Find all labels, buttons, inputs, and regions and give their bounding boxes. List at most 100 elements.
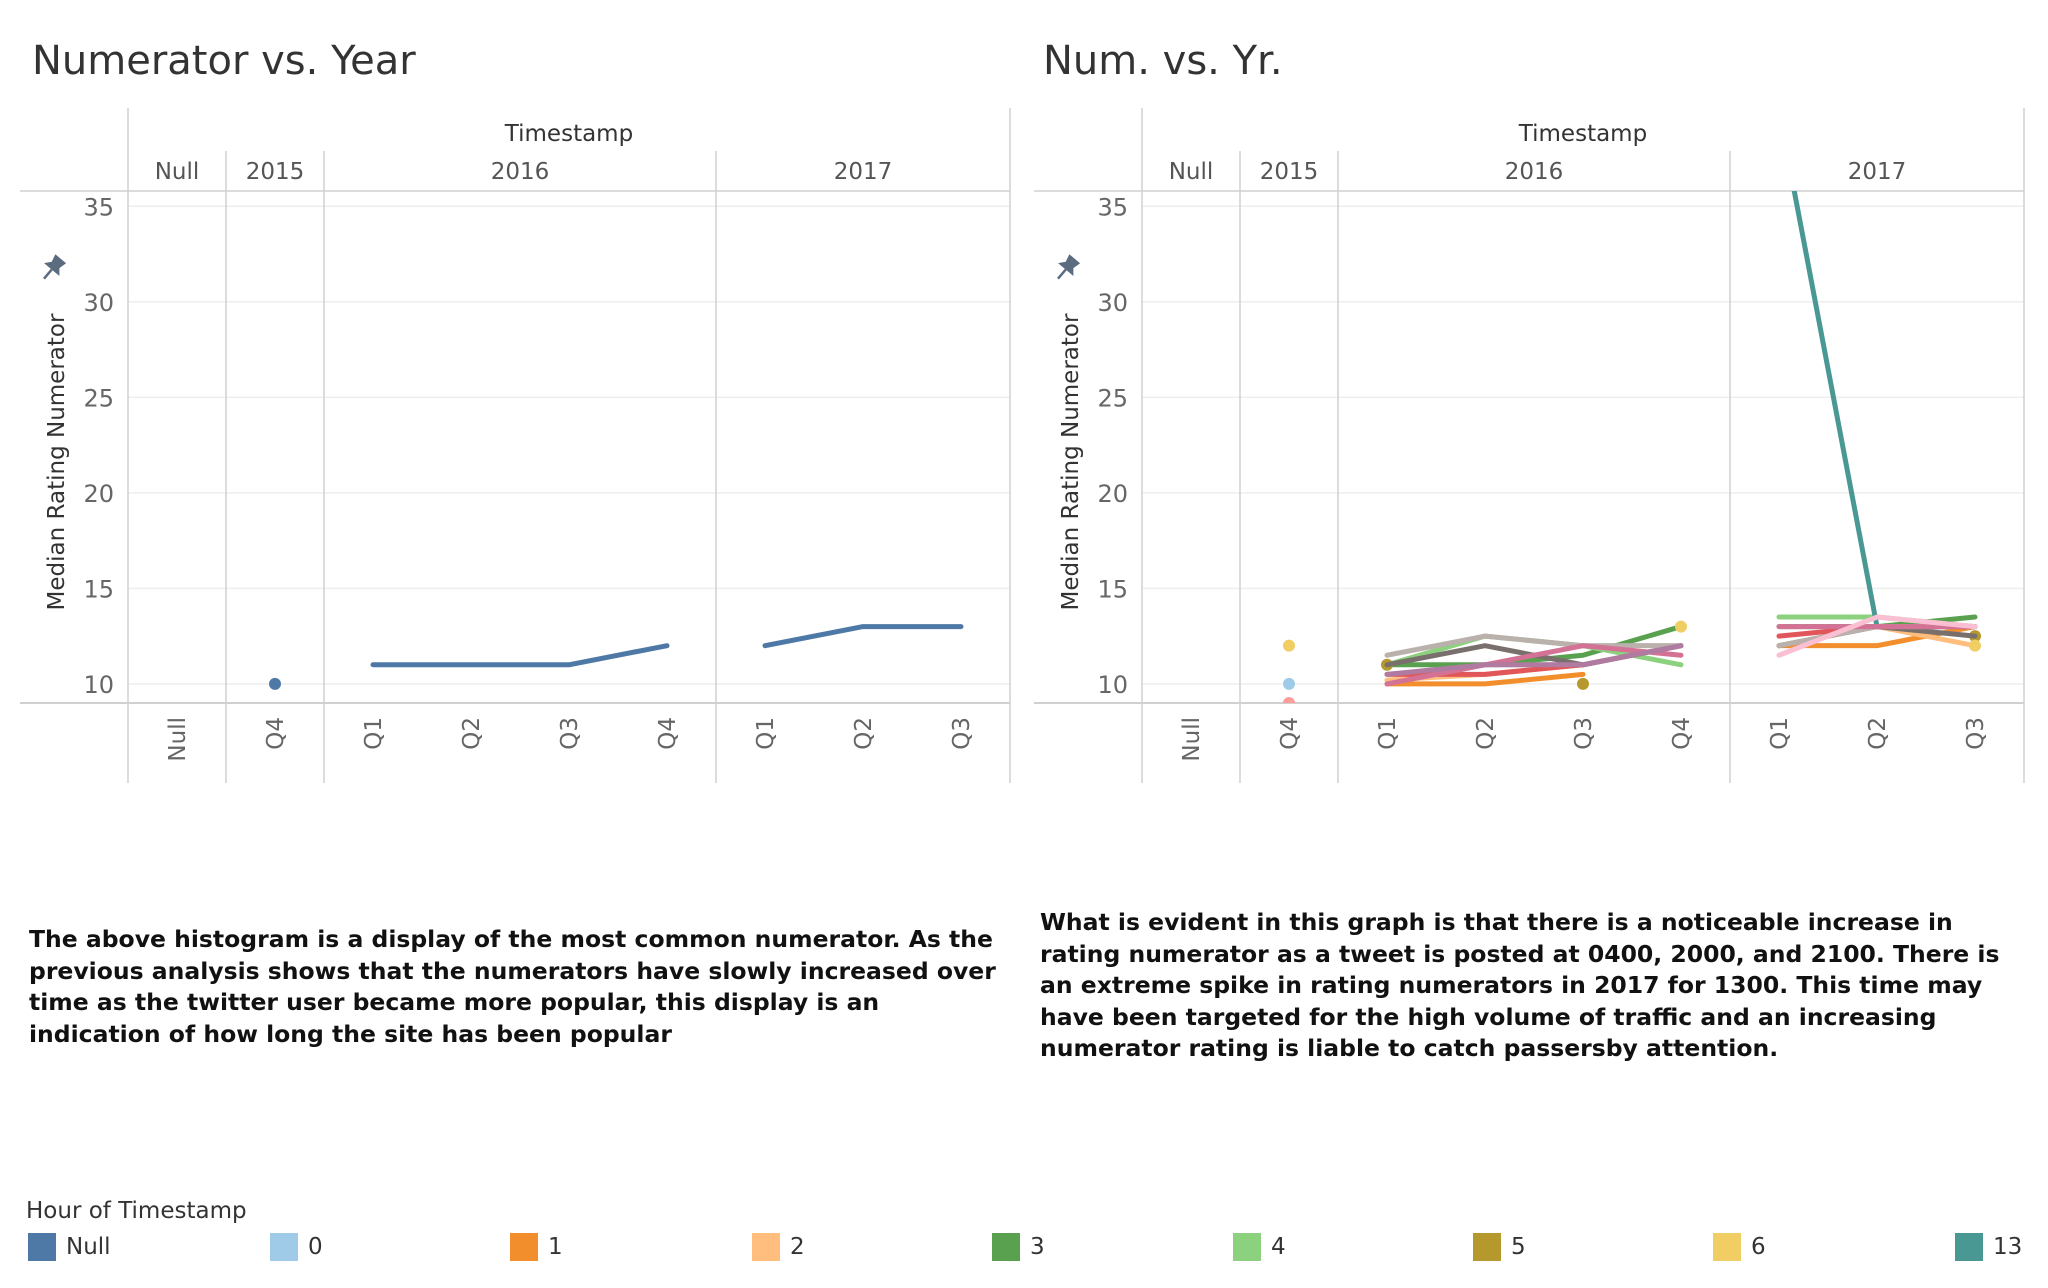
legend-swatch: [510, 1233, 538, 1261]
chart-num-vs-yr[interactable]: Timestamp Null 2015 2016 2017 10 15 20 25 30 35 Med…: [1034, 108, 2034, 798]
legend-item-3[interactable]: 3: [992, 1233, 1045, 1261]
x-tick-label: Q4: [263, 717, 289, 750]
year-header-2017: 2017: [1848, 159, 1907, 185]
y-tick-label: 10: [83, 671, 114, 699]
legend-label: 6: [1751, 1234, 1766, 1260]
chart-numerator-vs-year[interactable]: Timestamp Null 2015 2016 2017 10 15 20 25 30 35 Med…: [20, 108, 1020, 798]
legend-title: Hour of Timestamp: [26, 1198, 247, 1224]
y-tick-label: 30: [1097, 289, 1128, 317]
column-header-timestamp: Timestamp: [504, 121, 633, 147]
legend-label: 1: [548, 1234, 563, 1260]
series-line: [1791, 191, 1978, 630]
pin-icon: [43, 254, 67, 280]
year-header-2015: 2015: [1260, 159, 1319, 185]
legend-swatch: [752, 1233, 780, 1261]
legend-item-null[interactable]: Null: [28, 1233, 111, 1261]
y-tick-label: 30: [83, 289, 114, 317]
series-13: [1791, 191, 1978, 630]
pin-head: [1058, 254, 1081, 276]
series-line: [762, 624, 964, 649]
x-tick-label: Null: [165, 717, 191, 762]
legend-swatch: [1233, 1233, 1261, 1261]
y-tick-label: 25: [83, 384, 114, 412]
x-tick-label: Q3: [1571, 717, 1597, 750]
x-tick-label: Q2: [459, 717, 485, 750]
x-tick-label: Q2: [851, 717, 877, 750]
legend-item-13[interactable]: 13: [1955, 1233, 2022, 1261]
y-tick-label: 15: [1097, 575, 1128, 603]
x-tick-label: Q4: [655, 717, 681, 750]
x-tick-label: Q3: [949, 717, 975, 750]
y-tick-label: 35: [1097, 193, 1128, 221]
y-tick-label: 20: [1097, 480, 1128, 508]
legend-item-6[interactable]: 6: [1713, 1233, 1766, 1261]
series-line: [370, 643, 670, 668]
data-point: [1675, 620, 1687, 633]
legend-label: 5: [1511, 1234, 1526, 1260]
series-line: [1384, 643, 1684, 687]
legend-item-4[interactable]: 4: [1233, 1233, 1286, 1261]
y-tick-label: 15: [83, 575, 114, 603]
legend-label: 13: [1993, 1234, 2023, 1260]
plot-area: [1283, 191, 1981, 703]
year-header-2017: 2017: [834, 159, 893, 185]
x-tick-label: Q1: [753, 717, 779, 750]
y-tick-label: 10: [1097, 671, 1128, 699]
x-tick-label: Q3: [1963, 717, 1989, 750]
legend-item-0[interactable]: 0: [270, 1233, 323, 1261]
pin-needle: [43, 268, 53, 280]
legend-label: Null: [66, 1234, 111, 1260]
legend-item-2[interactable]: 2: [752, 1233, 805, 1261]
series-line: [1384, 633, 1684, 658]
series-line: [1384, 624, 1684, 668]
x-tick-label: Q1: [1375, 717, 1401, 750]
data-point: [1283, 697, 1295, 703]
year-header-Null: Null: [1169, 159, 1214, 185]
x-tick-label: Q3: [557, 717, 583, 750]
x-tick-label: Q4: [1277, 717, 1303, 750]
series-6: [1283, 620, 1981, 652]
series-line: [1384, 643, 1684, 677]
legend-item-1[interactable]: 1: [510, 1233, 563, 1261]
year-header-2015: 2015: [246, 159, 305, 185]
legend-label: 4: [1271, 1234, 1286, 1260]
series-extra-0: [269, 624, 964, 690]
data-point: [1283, 677, 1295, 690]
y-axis-label: Median Rating Numerator: [1058, 313, 1084, 610]
series-line: [1776, 614, 1978, 658]
series-extra-9: [1283, 697, 1295, 703]
legend-label: 3: [1030, 1234, 1045, 1260]
legend-swatch: [1713, 1233, 1741, 1261]
x-tick-label: Q2: [1473, 717, 1499, 750]
plot-area: [269, 624, 964, 690]
legend-label: 0: [308, 1234, 323, 1260]
x-tick-label: Q2: [1865, 717, 1891, 750]
x-tick-label: Q1: [1767, 717, 1793, 750]
y-tick-label: 20: [83, 480, 114, 508]
data-point: [269, 677, 281, 690]
year-header-2016: 2016: [1505, 159, 1564, 185]
year-header-2016: 2016: [491, 159, 550, 185]
pin-head: [44, 254, 67, 276]
pin-icon: [1057, 254, 1081, 280]
data-point: [1969, 639, 1981, 652]
legend-swatch: [1955, 1233, 1983, 1261]
y-tick-label: 25: [1097, 384, 1128, 412]
legend-swatch: [270, 1233, 298, 1261]
legend-label: 2: [790, 1234, 805, 1260]
description-right: What is evident in this graph is that th…: [1040, 908, 2000, 1062]
legend-item-5[interactable]: 5: [1473, 1233, 1526, 1261]
series-line: [1384, 671, 1586, 687]
series-extra-13: [1776, 614, 1978, 658]
column-header-timestamp: Timestamp: [1518, 121, 1647, 147]
year-header-Null: Null: [155, 159, 200, 185]
legend-swatch: [992, 1233, 1020, 1261]
series-extra-14: [1384, 643, 1684, 677]
data-point: [1577, 677, 1589, 690]
x-tick-label: Null: [1179, 717, 1205, 762]
series-extra-12: [1384, 624, 1978, 687]
chart-title-right: Num. vs. Yr.: [1043, 38, 1283, 84]
legend-swatch: [1473, 1233, 1501, 1261]
y-tick-label: 35: [83, 193, 114, 221]
chart-title-left: Numerator vs. Year: [32, 38, 416, 84]
